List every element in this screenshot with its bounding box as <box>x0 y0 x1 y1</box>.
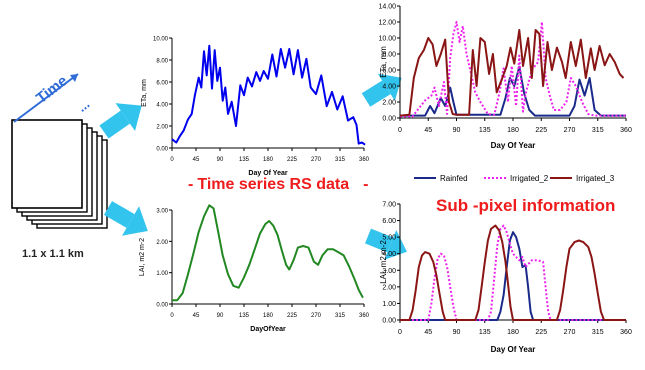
y-axis-label: ETa, mm <box>141 79 148 107</box>
x-tick-label: 360 <box>359 157 370 163</box>
x-tick-label: 225 <box>287 157 298 163</box>
y-tick-label: 12.00 <box>378 20 396 27</box>
y-axis-label: LAI, m2 m-2 <box>139 238 146 276</box>
x-tick-label: 180 <box>263 157 274 163</box>
y-tick-label: 6.00 <box>382 68 396 75</box>
y-tick-label: 1.00 <box>382 301 396 308</box>
arrow-to-lai-pixel <box>104 201 148 236</box>
series-line-irrigated_3 <box>399 29 625 117</box>
subpixel-banner: Sub -pixel information <box>436 196 616 215</box>
y-axis-label: ETa, mm <box>379 46 388 78</box>
x-tick-label: 225 <box>535 329 547 336</box>
x-tick-label: 90 <box>217 157 224 163</box>
x-tick-label: 180 <box>507 127 519 134</box>
y-axis-label: LAI, m2 m-2 <box>379 240 388 284</box>
y-tick-label: 2.00 <box>156 125 168 131</box>
y-tick-label: 2.00 <box>382 100 396 107</box>
y-tick-label: 8.00 <box>156 59 168 65</box>
x-tick-label: 0 <box>398 127 402 134</box>
y-tick-label: 3.00 <box>382 268 396 275</box>
series-line-rainfed <box>400 231 626 321</box>
y-tick-label: 0.00 <box>382 116 396 123</box>
series-line-main <box>172 204 364 302</box>
x-tick-label: 135 <box>479 127 491 134</box>
image-stack <box>11 73 108 229</box>
y-tick-label: 3.00 <box>156 209 168 215</box>
time-arrow-line <box>13 73 79 123</box>
x-tick-label: 0 <box>398 329 402 336</box>
x-tick-label: 360 <box>359 313 370 319</box>
y-tick-label: 4.00 <box>382 251 396 258</box>
y-tick-label: 10.00 <box>378 36 396 43</box>
x-axis-label: Day Of Year <box>248 170 287 177</box>
x-axis-label: Day Of Year <box>491 345 536 354</box>
legend-label-irrigated_3: Irrigated_3 <box>576 174 615 183</box>
x-tick-label: 180 <box>263 313 274 319</box>
y-tick-label: 4.00 <box>156 103 168 109</box>
y-tick-label: 5.00 <box>382 235 396 242</box>
x-tick-label: 225 <box>535 127 547 134</box>
x-tick-label: 45 <box>193 157 200 163</box>
y-tick-label: 0.00 <box>156 147 168 153</box>
series-line-main <box>171 44 366 146</box>
y-tick-label: 0.00 <box>156 303 168 309</box>
y-tick-label: 4.00 <box>382 84 396 91</box>
eta-subpixel-chart: 0.00 2.00 4.00 6.00 8.00 10.00 12.00 14.00 0 45 90… <box>378 4 632 184</box>
y-tick-label: 1.00 <box>156 271 168 277</box>
y-tick-label: 0.00 <box>382 318 396 325</box>
x-tick-label: 0 <box>170 157 174 163</box>
y-tick-label: 6.00 <box>156 81 168 87</box>
x-tick-label: 315 <box>592 127 604 134</box>
x-tick-label: 45 <box>424 329 432 336</box>
x-tick-label: 45 <box>424 127 432 134</box>
lai-pixel-chart: 0.00 1.00 2.00 3.00 0 45 90 135 180 225 270 315 360 D… <box>139 204 370 333</box>
arrow-to-eta-pixel <box>99 103 142 139</box>
x-tick-label: 135 <box>239 313 250 319</box>
lai-subpixel-chart: 0.00 1.00 2.00 3.00 4.00 5.00 6.00 7.00 0 45 90 135… <box>379 202 632 355</box>
x-tick-label: 135 <box>479 329 491 336</box>
series-line-irrigated_2 <box>400 224 626 321</box>
x-tick-label: 270 <box>564 127 576 134</box>
stack-layer <box>11 119 83 209</box>
time-arrow-head <box>70 74 78 82</box>
x-tick-label: 270 <box>311 157 322 163</box>
x-tick-label: 90 <box>217 313 224 319</box>
arrow-to-lai-subpixel <box>365 228 407 260</box>
x-tick-label: 315 <box>592 329 604 336</box>
y-tick-label: 14.00 <box>378 4 396 11</box>
x-tick-label: 0 <box>170 313 174 319</box>
arrow-to-eta-subpixel <box>361 73 402 107</box>
stack-layers <box>11 119 108 229</box>
x-axis-label: DayOfYear <box>250 326 286 333</box>
x-tick-label: 45 <box>193 313 200 319</box>
eta-pixel-chart: 0.00 2.00 4.00 6.00 8.00 10.00 0 45 90 135 180 225 2… <box>141 37 370 178</box>
series-line-irrigated_2 <box>400 21 626 118</box>
x-tick-label: 135 <box>239 157 250 163</box>
y-tick-label: 7.00 <box>382 202 396 209</box>
legend-label-irrigated_2: Irrigated_2 <box>510 174 549 183</box>
pixel-scale-label: 1.1 x 1.1 km <box>22 248 84 260</box>
time-series-banner: - Time series RS data - <box>188 176 369 193</box>
x-tick-label: 180 <box>507 329 519 336</box>
y-tick-label: 6.00 <box>382 218 396 225</box>
y-tick-label: 2.00 <box>382 284 396 291</box>
x-tick-label: 315 <box>335 313 346 319</box>
x-tick-label: 270 <box>311 313 322 319</box>
x-tick-label: 90 <box>453 329 461 336</box>
legend-label-rainfed: Rainfed <box>440 174 468 183</box>
x-tick-label: 360 <box>620 329 632 336</box>
x-tick-label: 270 <box>564 329 576 336</box>
x-tick-label: 225 <box>287 313 298 319</box>
y-tick-label: 2.00 <box>156 240 168 246</box>
x-tick-label: 90 <box>453 127 461 134</box>
y-tick-label: 10.00 <box>153 37 169 43</box>
x-axis-label: Day Of Year <box>491 141 536 150</box>
x-tick-label: 360 <box>620 127 632 134</box>
series-line-irrigated_3 <box>400 224 626 321</box>
y-tick-label: 8.00 <box>382 52 396 59</box>
x-tick-label: 315 <box>335 157 346 163</box>
